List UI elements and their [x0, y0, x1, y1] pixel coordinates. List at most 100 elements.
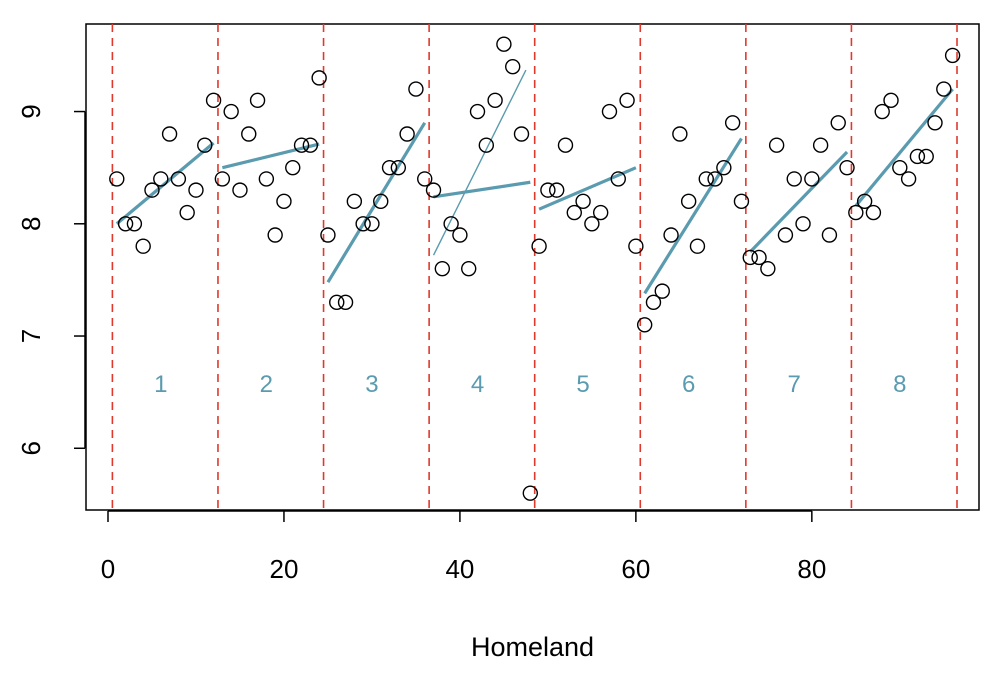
y-axis: 6 7 8 9: [16, 104, 86, 456]
data-point: [830, 115, 846, 131]
y-tick-label: 9: [16, 104, 46, 118]
x-tick-label: 80: [797, 554, 826, 584]
data-point: [584, 216, 600, 232]
fit-line-1: [115, 141, 215, 226]
data-point: [689, 238, 706, 254]
data-point: [214, 171, 231, 187]
data-point: [373, 193, 389, 210]
x-tick-label: 0: [101, 554, 115, 584]
data-point: [610, 171, 626, 187]
data-point: [258, 171, 275, 187]
data-point: [434, 260, 451, 277]
data-point: [478, 137, 495, 153]
data-point: [557, 137, 574, 153]
data-point: [390, 159, 407, 176]
data-point: [839, 159, 855, 176]
data-point: [548, 182, 565, 198]
data-point: [812, 137, 829, 153]
segment-label-2: 2: [260, 371, 273, 398]
data-point: [452, 227, 468, 243]
data-point: [311, 70, 327, 86]
data-point: [249, 92, 266, 109]
data-point: [232, 182, 248, 198]
y-tick-label: 7: [16, 329, 46, 343]
x-tick-label: 20: [269, 554, 298, 584]
fit-line-3: [326, 121, 427, 283]
data-point: [179, 204, 195, 221]
data-point: [293, 137, 310, 153]
data-point: [188, 182, 204, 198]
data-point: [117, 216, 134, 232]
segment-label-6: 6: [682, 371, 695, 398]
data-point: [865, 204, 882, 221]
data-point: [601, 103, 618, 120]
data-point: [733, 193, 750, 210]
data-point: [575, 193, 591, 210]
data-point: [170, 171, 187, 187]
data-point: [680, 193, 697, 210]
data-point: [698, 171, 714, 187]
break-lines: [111, 24, 958, 510]
data-point: [821, 227, 838, 243]
data-point: [320, 227, 336, 243]
data-point: [408, 81, 424, 97]
x-tick-label: 40: [445, 554, 474, 584]
data-point: [337, 294, 354, 311]
data-point: [205, 92, 222, 109]
segment-label-8: 8: [893, 371, 906, 398]
data-point: [892, 159, 908, 176]
data-point: [777, 227, 794, 243]
data-point: [135, 238, 151, 254]
data-point: [417, 171, 433, 187]
data-point: [522, 485, 539, 501]
data-point: [936, 81, 952, 97]
data-point: [161, 126, 178, 142]
data-point: [751, 249, 767, 266]
data-point: [425, 182, 442, 198]
data-point: [276, 193, 292, 210]
data-point: [592, 204, 609, 221]
segment-label-3: 3: [365, 371, 378, 398]
data-point: [364, 216, 380, 232]
data-point: [654, 283, 670, 299]
data-point: [346, 193, 363, 210]
fit-line-2: [221, 142, 320, 170]
plot-frame: [85, 23, 980, 511]
segment-labels: 1 2 3 4 5 6 7 8: [154, 371, 906, 398]
fit-line-4: [433, 180, 531, 199]
data-point: [302, 137, 319, 153]
data-point: [144, 182, 160, 198]
data-point: [672, 126, 688, 142]
data-point: [795, 216, 811, 232]
data-point: [399, 126, 415, 142]
data-point: [663, 227, 679, 243]
data-point: [513, 126, 530, 142]
data-point: [267, 227, 283, 243]
data-point: [707, 171, 723, 187]
y-tick-label: 8: [16, 217, 46, 231]
data-point: [469, 103, 486, 120]
data-point: [619, 92, 635, 109]
data-point: [109, 171, 125, 187]
data-point: [874, 103, 890, 120]
data-point: [927, 115, 943, 131]
data-point: [724, 115, 741, 131]
data-point: [909, 148, 926, 165]
data-point: [645, 294, 662, 311]
data-point: [153, 171, 169, 187]
segment-label-4: 4: [471, 371, 484, 398]
data-point: [540, 182, 556, 198]
data-point: [848, 204, 864, 221]
data-point: [126, 216, 143, 232]
data-point: [636, 317, 653, 333]
data-point: [496, 36, 512, 52]
data-point: [505, 58, 521, 75]
data-point: [223, 103, 239, 120]
data-point: [900, 171, 917, 187]
segment-label-5: 5: [576, 371, 589, 398]
data-point: [285, 159, 301, 176]
x-tick-label: 60: [621, 554, 650, 584]
data-point: [883, 92, 899, 109]
data-point: [786, 171, 802, 187]
